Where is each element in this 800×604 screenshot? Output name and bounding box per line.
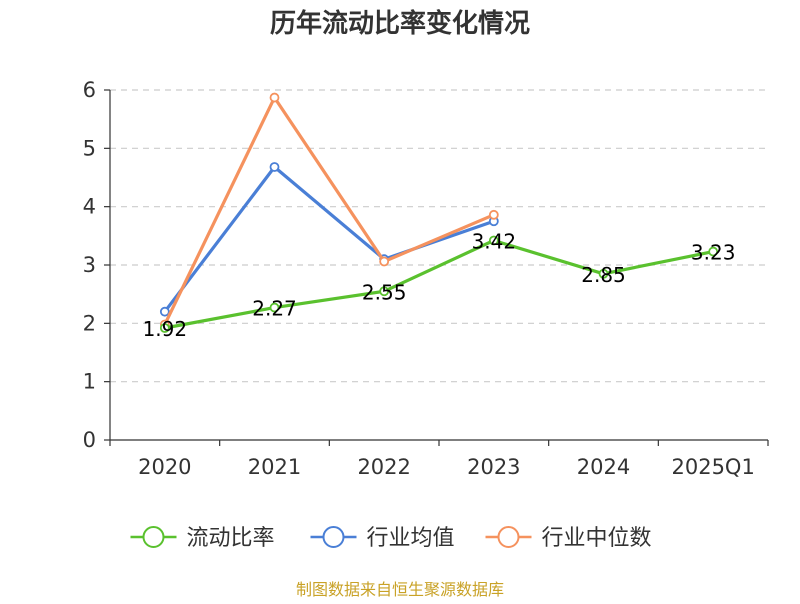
x-tick-label: 2025Q1	[671, 455, 754, 479]
data-point	[708, 246, 719, 257]
data-point	[159, 306, 170, 317]
data-point	[269, 92, 280, 103]
x-tick-label: 2024	[577, 455, 630, 479]
series-line	[163, 165, 496, 314]
legend-label: 行业中位数	[542, 526, 652, 551]
legend-item: 行业均值	[310, 526, 455, 551]
y-tick-label: 6	[83, 78, 96, 102]
y-tick-label: 3	[83, 253, 96, 277]
axes: 0 1 2 3 4 5 6 2020 2021 2022 2023 2024 2025Q1	[83, 78, 769, 479]
data-point	[598, 268, 609, 279]
data-label: 2.27	[252, 297, 297, 321]
legend-item: 流动比率	[130, 526, 275, 551]
x-tick-label: 2023	[467, 455, 520, 479]
y-tick-label: 2	[83, 311, 96, 335]
data-point	[488, 209, 499, 220]
legend-label: 流动比率	[187, 526, 275, 551]
legend-marker-circle	[497, 526, 520, 548]
x-tick-label: 2020	[138, 455, 191, 479]
y-tick-label: 5	[83, 136, 96, 160]
data-point	[269, 302, 280, 313]
legend: 流动比率 行业均值 行业中位数	[130, 526, 652, 551]
series-line	[163, 95, 496, 327]
data-point	[488, 235, 499, 246]
series-lines	[159, 92, 719, 333]
data-point	[269, 162, 280, 172]
x-tick-label: 2021	[248, 455, 301, 479]
data-label: 3.23	[691, 241, 736, 265]
legend-marker-circle	[142, 526, 165, 548]
data-label: 3.42	[472, 230, 517, 254]
data-label: 2.85	[581, 263, 626, 287]
data-point	[159, 323, 170, 333]
legend-label: 行业均值	[367, 526, 455, 551]
y-tick-label: 0	[83, 428, 96, 452]
series-line	[163, 238, 715, 330]
data-point	[379, 256, 390, 267]
source-note: 制图数据来自恒生聚源数据库	[296, 580, 504, 599]
data-label: 1.92	[143, 317, 188, 341]
data-point	[379, 286, 390, 297]
data-labels: 1.92 2.27 2.55 3.42 2.85 3.23	[143, 230, 736, 342]
legend-item: 行业中位数	[485, 526, 652, 551]
x-tick-label: 2022	[357, 455, 410, 479]
data-label: 2.55	[362, 280, 407, 304]
y-tick-label: 4	[83, 195, 96, 219]
chart-title: 历年流动比率变化情况	[270, 8, 530, 39]
y-tick-label: 1	[83, 370, 96, 394]
legend-marker-circle	[322, 526, 345, 548]
